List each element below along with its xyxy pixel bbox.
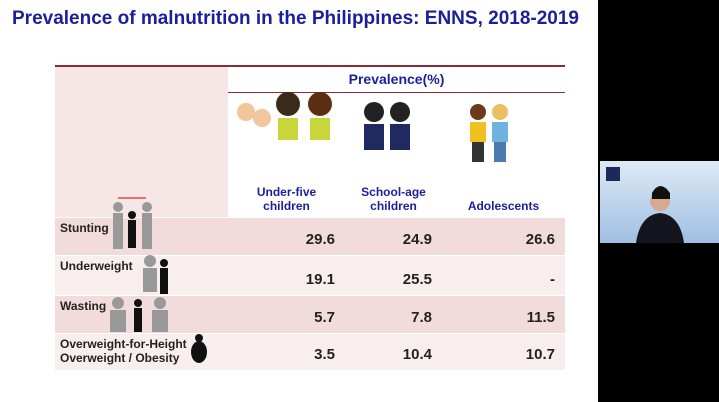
- value-cell: 10.7: [525, 346, 555, 363]
- column-header-line: School-age: [361, 185, 426, 199]
- row-label-line: Stunting: [60, 221, 109, 235]
- value-cell: 19.1: [305, 271, 335, 288]
- column-header-line: children: [370, 199, 417, 213]
- row-label-line: Overweight-for-Height: [60, 337, 187, 351]
- value-cell: -: [550, 271, 555, 288]
- column-header: School-age children: [345, 185, 442, 213]
- row-background: [55, 255, 565, 295]
- row-label-line: Wasting: [60, 299, 107, 313]
- header-rule: [228, 92, 565, 93]
- value-cell: 29.6: [305, 231, 335, 248]
- value-cell: 24.9: [402, 231, 432, 248]
- hair: [652, 186, 670, 199]
- value-cell: 25.5: [402, 271, 432, 288]
- row-label: Underweight: [60, 259, 230, 273]
- row-label: Overweight-for-Height Overweight / Obesit…: [60, 337, 230, 365]
- video-frame: [606, 167, 684, 243]
- column-header: Adolescents: [442, 199, 565, 213]
- row-background: [55, 333, 565, 370]
- row-label-line: Overweight / Obesity: [60, 351, 180, 365]
- value-cell: 5.7: [314, 309, 335, 326]
- participant-video: [600, 161, 719, 243]
- value-cell: 7.8: [411, 309, 432, 326]
- row-background: [55, 217, 565, 255]
- slide: Prevalence of malnutrition in the Philip…: [0, 0, 598, 402]
- logo: [606, 167, 620, 181]
- column-header: Under-five children: [228, 185, 345, 213]
- row-label: Wasting: [60, 299, 230, 313]
- column-header-line: Adolescents: [467, 199, 540, 213]
- group-header: Prevalence(%): [348, 71, 445, 87]
- value-cell: 11.5: [526, 309, 555, 326]
- header-cell: [55, 65, 228, 217]
- body: [636, 213, 684, 243]
- value-cell: 10.4: [402, 346, 432, 363]
- value-cell: 3.5: [314, 346, 335, 363]
- value-cell: 26.6: [525, 231, 555, 248]
- column-header-line: children: [263, 199, 310, 213]
- column-header-line: Under-five: [256, 185, 317, 199]
- row-label-line: Underweight: [60, 259, 133, 273]
- row-label: Stunting: [60, 221, 230, 235]
- slide-title: Prevalence of malnutrition in the Philip…: [12, 8, 579, 29]
